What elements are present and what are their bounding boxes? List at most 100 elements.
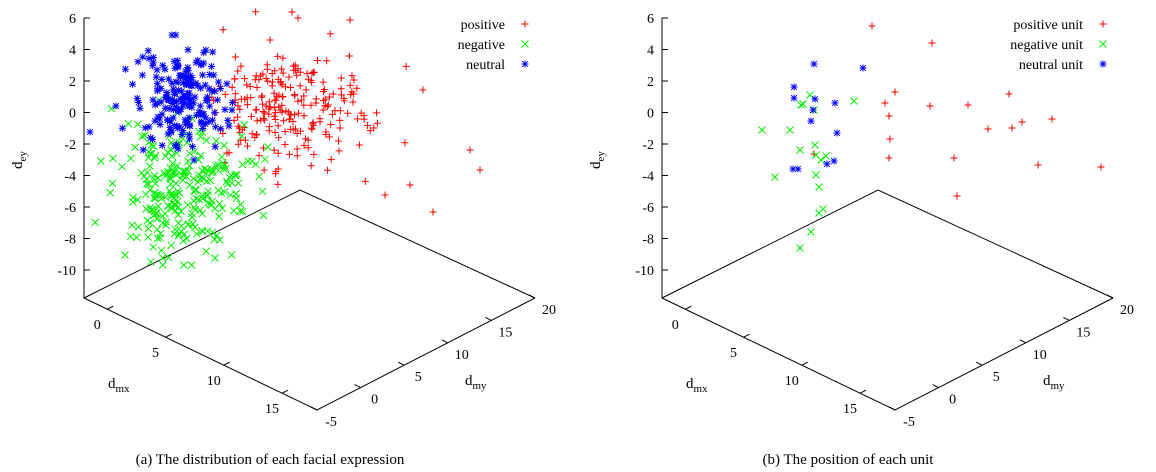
data-point <box>149 53 157 61</box>
data-point <box>799 100 807 108</box>
data-point <box>233 170 241 179</box>
data-point <box>168 192 176 201</box>
data-point <box>151 101 159 109</box>
data-point <box>275 134 283 142</box>
data-point <box>280 117 288 125</box>
data-point <box>253 117 261 125</box>
data-point <box>225 173 234 182</box>
data-point <box>200 59 208 67</box>
z-tick-label: 6 <box>69 12 76 27</box>
data-point <box>200 110 208 118</box>
data-point <box>190 99 198 107</box>
data-point <box>144 47 152 55</box>
z-tick-label: 4 <box>647 44 654 59</box>
data-point <box>174 219 183 227</box>
data-point <box>815 183 823 191</box>
data-point <box>310 151 318 159</box>
data-point <box>953 192 961 200</box>
data-point <box>278 108 286 116</box>
data-point <box>171 64 179 72</box>
data-point <box>758 126 766 134</box>
data-point <box>350 76 358 84</box>
data-point <box>168 95 176 103</box>
data-point <box>229 206 238 215</box>
data-point <box>157 98 165 106</box>
data-point <box>214 186 223 195</box>
data-point <box>179 79 187 87</box>
data-point <box>190 156 198 164</box>
data-point <box>334 137 342 145</box>
data-point <box>189 187 198 196</box>
data-point <box>154 174 162 182</box>
data-point <box>282 107 290 115</box>
legend-label-1: negative <box>458 38 505 53</box>
y-axis-label: dmy <box>465 373 487 392</box>
data-point <box>133 94 141 102</box>
z-tick-label: -10 <box>57 264 76 279</box>
data-point <box>224 116 232 124</box>
x-tick <box>685 305 692 310</box>
z-tick-label: -10 <box>635 264 654 279</box>
y-tick-label: 5 <box>993 370 1000 385</box>
data-point <box>807 228 815 236</box>
data-point <box>357 109 365 117</box>
data-point <box>268 78 276 86</box>
data-point <box>172 103 180 111</box>
data-point <box>134 223 143 231</box>
z-tick-label: -2 <box>642 138 654 153</box>
data-point <box>147 141 156 150</box>
data-point <box>263 143 272 151</box>
data-point <box>314 57 322 65</box>
data-point <box>186 149 194 158</box>
data-point <box>183 201 192 209</box>
data-point <box>167 127 175 135</box>
data-point <box>184 64 192 72</box>
data-point <box>419 86 427 94</box>
data-point <box>406 181 414 189</box>
data-point <box>169 114 177 122</box>
data-point <box>320 97 328 105</box>
data-point <box>319 87 327 95</box>
data-point <box>173 187 182 196</box>
data-point <box>185 98 193 106</box>
data-point <box>159 61 167 69</box>
y-tick-label: 15 <box>1076 325 1090 340</box>
data-point <box>189 174 198 183</box>
data-point <box>259 107 267 115</box>
data-point <box>213 231 221 240</box>
data-point <box>186 72 194 80</box>
y-tick-label: 20 <box>542 303 556 318</box>
data-point <box>300 142 308 150</box>
data-point <box>234 179 243 188</box>
data-point <box>169 85 177 93</box>
data-point <box>124 119 133 128</box>
data-point <box>199 174 208 183</box>
data-point <box>192 194 201 203</box>
data-point <box>886 135 894 143</box>
data-point <box>297 96 305 104</box>
data-point <box>166 164 175 172</box>
data-point <box>202 136 211 145</box>
data-point <box>158 110 166 118</box>
y-tick-label: 10 <box>1033 348 1047 363</box>
data-point <box>272 96 280 104</box>
y-axis-label: dmy <box>1043 373 1065 392</box>
data-point <box>228 106 236 114</box>
data-point <box>197 111 205 119</box>
data-point <box>353 84 361 92</box>
data-point <box>108 179 117 188</box>
data-point <box>263 65 271 73</box>
data-point <box>291 111 299 119</box>
data-point <box>285 108 293 116</box>
data-point <box>153 225 162 234</box>
data-point <box>211 123 219 131</box>
data-point <box>190 203 198 212</box>
data-point <box>145 54 153 62</box>
data-point <box>221 90 229 98</box>
y-tick <box>1106 294 1114 299</box>
data-point <box>231 53 239 61</box>
data-point <box>964 101 972 109</box>
data-point <box>258 187 267 196</box>
data-point <box>147 258 155 266</box>
data-point <box>225 149 233 157</box>
